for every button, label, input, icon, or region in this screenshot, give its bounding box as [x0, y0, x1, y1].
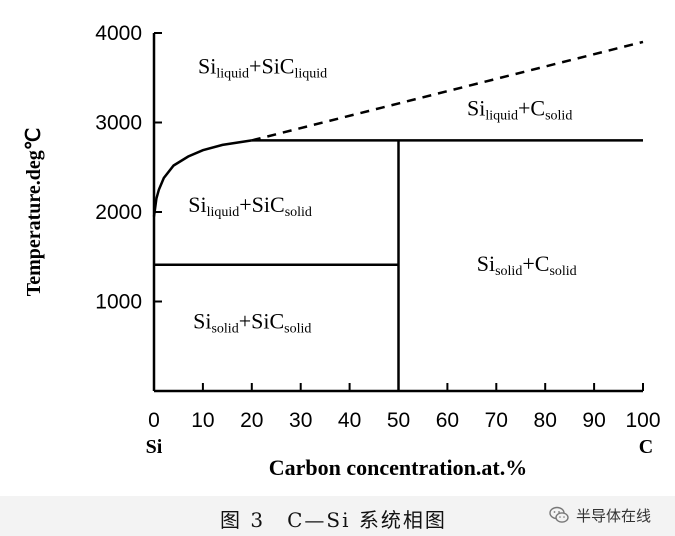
x-tick-label: 70 [485, 409, 508, 432]
phase-region-label: Siliquid+SiCsolid [188, 192, 312, 220]
x-axis-label: Carbon concentration.at.% [269, 455, 527, 480]
figure-caption-bar: 图 3 C—Si 系统相图 半导体在线 [0, 496, 675, 536]
x-tick-label: 90 [582, 409, 605, 432]
axes: 1000 2000 3000 4000 0 10 20 30 40 50 60 70 80 90 100 [95, 22, 660, 432]
y-tick-label: 2000 [95, 201, 142, 224]
y-tick-label: 4000 [95, 22, 142, 45]
x-axis-right-end-label: C [639, 436, 653, 458]
x-tick-label: 10 [191, 409, 214, 432]
x-tick-label: 30 [289, 409, 312, 432]
phase-regions: Siliquid+SiCliquid Siliquid+Csolid Siliqui… [188, 53, 576, 336]
phase-region-label: Siliquid+SiCliquid [198, 53, 327, 81]
y-tick-label: 3000 [95, 112, 142, 135]
x-tick-label: 20 [240, 409, 263, 432]
liquidus-curve [152, 139, 252, 217]
x-tick-label: 50 [387, 409, 410, 432]
x-tick-label: 100 [625, 409, 660, 432]
x-tick-label: 60 [436, 409, 459, 432]
phase-region-label: Siliquid+Csolid [467, 95, 572, 123]
y-tick-label: 1000 [95, 291, 142, 314]
x-axis-left-end-label: Si [146, 436, 163, 458]
extrapolated-liquidus [251, 40, 644, 142]
x-tick-label: 80 [534, 409, 557, 432]
phase-region-label: Sisolid+Csolid [477, 251, 577, 279]
y-axis-label: Temperature.deg℃ [23, 128, 45, 297]
wechat-icon [549, 506, 569, 523]
source-badge: 半导体在线 [548, 502, 651, 528]
figure-caption: 图 3 C—Si 系统相图 [220, 508, 447, 532]
x-tick-label: 40 [338, 409, 361, 432]
phase-region-label: Sisolid+SiCsolid [193, 308, 311, 336]
source-badge-text: 半导体在线 [576, 506, 652, 525]
phase-lines [152, 40, 644, 391]
x-tick-label: 0 [148, 409, 160, 432]
